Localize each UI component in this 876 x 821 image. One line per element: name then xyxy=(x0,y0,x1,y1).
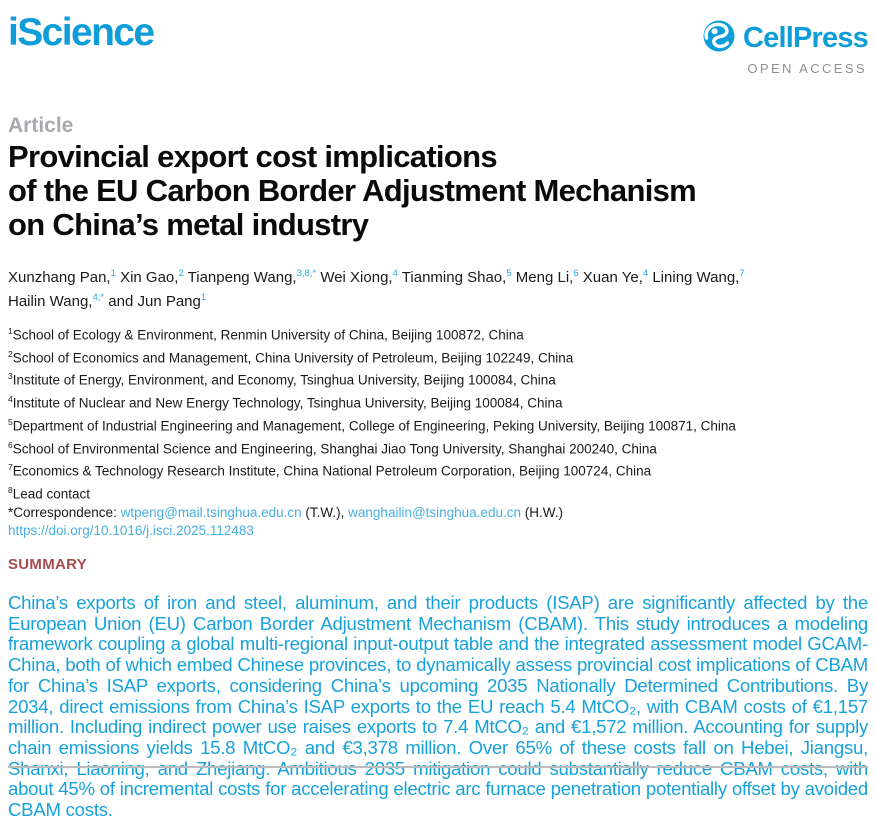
author-affiliation-superscript: 1 xyxy=(200,292,207,303)
author-affiliation-superscript: 4 xyxy=(392,268,398,279)
affiliation-number: 5 xyxy=(8,416,13,427)
correspondence-text: *Correspondence: xyxy=(8,504,121,520)
author-affiliation-superscript: 6 xyxy=(573,268,579,279)
article-title-line: Provincial export cost implications xyxy=(8,139,498,174)
correspondence-email-link[interactable]: wtpeng@mail.tsinghua.edu.cn xyxy=(120,504,302,520)
affiliation-list: 1School of Ecology & Environment, Renmin… xyxy=(8,322,868,540)
affiliation-number: 1 xyxy=(8,326,13,336)
author-list: Xunzhang Pan,1 Xin Gao,2 Tianpeng Wang,3… xyxy=(8,264,868,312)
author-name: Tianming Shao,5 xyxy=(401,268,512,286)
author-affiliation-superscript: 5 xyxy=(506,268,512,279)
affiliation-line: 2School of Economics and Management, Chi… xyxy=(8,348,574,366)
correspondence-text: (T.W.), xyxy=(301,504,349,520)
affiliation-line: 7Economics & Technology Research Institu… xyxy=(8,462,652,479)
author-name: Meng Li,6 xyxy=(515,268,579,286)
doi-link[interactable]: https://doi.org/10.1016/j.isci.2025.1124… xyxy=(8,522,254,538)
affiliation-number: 2 xyxy=(8,348,13,359)
affiliation-line: 8Lead contact xyxy=(8,484,91,502)
author-name: Xuan Ye,4 xyxy=(582,268,649,286)
author-affiliation-superscript: 2 xyxy=(178,268,184,279)
affiliation-number: 4 xyxy=(8,394,13,405)
article-title-line: on China’s metal industry xyxy=(8,207,369,242)
affiliation-line: 1School of Ecology & Environment, Renmin… xyxy=(8,326,524,343)
author-name: Xin Gao,2 xyxy=(120,268,184,286)
author-name: Hailin Wang,4,* xyxy=(8,292,105,310)
cellpress-logo-text: CellPress xyxy=(743,22,869,54)
article-type-label: Article xyxy=(8,114,74,137)
footer-rule xyxy=(8,766,868,768)
author-name: Lining Wang,7 xyxy=(652,268,745,286)
iscience-logo: iScience xyxy=(8,11,155,54)
correspondence-text: (H.W.) xyxy=(520,504,563,520)
article-title-line: of the EU Carbon Border Adjustment Mecha… xyxy=(8,173,697,208)
cellpress-swirl-icon xyxy=(702,19,736,58)
open-access-label: OPEN ACCESS xyxy=(747,61,867,76)
author-affiliation-superscript: 7 xyxy=(739,268,745,279)
affiliation-number: 6 xyxy=(8,439,13,450)
affiliation-number: 7 xyxy=(8,462,13,473)
author-affiliation-superscript: 3,8,* xyxy=(296,268,317,279)
correspondence-email-link[interactable]: wanghailin@tsinghua.edu.cn xyxy=(348,504,521,520)
author-name: Tianpeng Wang,3,8,* xyxy=(187,268,317,286)
author-affiliation-superscript: 4 xyxy=(642,268,649,279)
article-title: Provincial export cost implications of th… xyxy=(8,140,868,242)
summary-paragraph: China’s exports of iron and steel, alumi… xyxy=(8,592,868,821)
correspondence-line: *Correspondence: wtpeng@mail.tsinghua.ed… xyxy=(8,504,868,522)
affiliation-line: 6School of Environmental Science and Eng… xyxy=(8,439,657,457)
affiliation-line: 3Institute of Energy, Environment, and E… xyxy=(8,371,556,388)
masthead: iScience CellPress OPEN ACCESS xyxy=(8,11,869,76)
affiliation-line: 5Department of Industrial Engineering an… xyxy=(8,416,736,434)
author-name: and Jun Pang1 xyxy=(108,292,207,310)
author-name: Wei Xiong,4 xyxy=(320,268,398,286)
author-affiliation-superscript: 1 xyxy=(110,268,116,279)
summary-heading: SUMMARY xyxy=(8,556,88,574)
affiliation-number: 8 xyxy=(8,484,13,495)
affiliation-number: 3 xyxy=(8,371,13,382)
author-affiliation-superscript: 4,* xyxy=(92,292,105,303)
author-name: Xunzhang Pan,1 xyxy=(8,268,116,286)
publisher-block: CellPress OPEN ACCESS xyxy=(702,12,869,76)
affiliation-line: 4Institute of Nuclear and New Energy Tec… xyxy=(8,394,563,411)
